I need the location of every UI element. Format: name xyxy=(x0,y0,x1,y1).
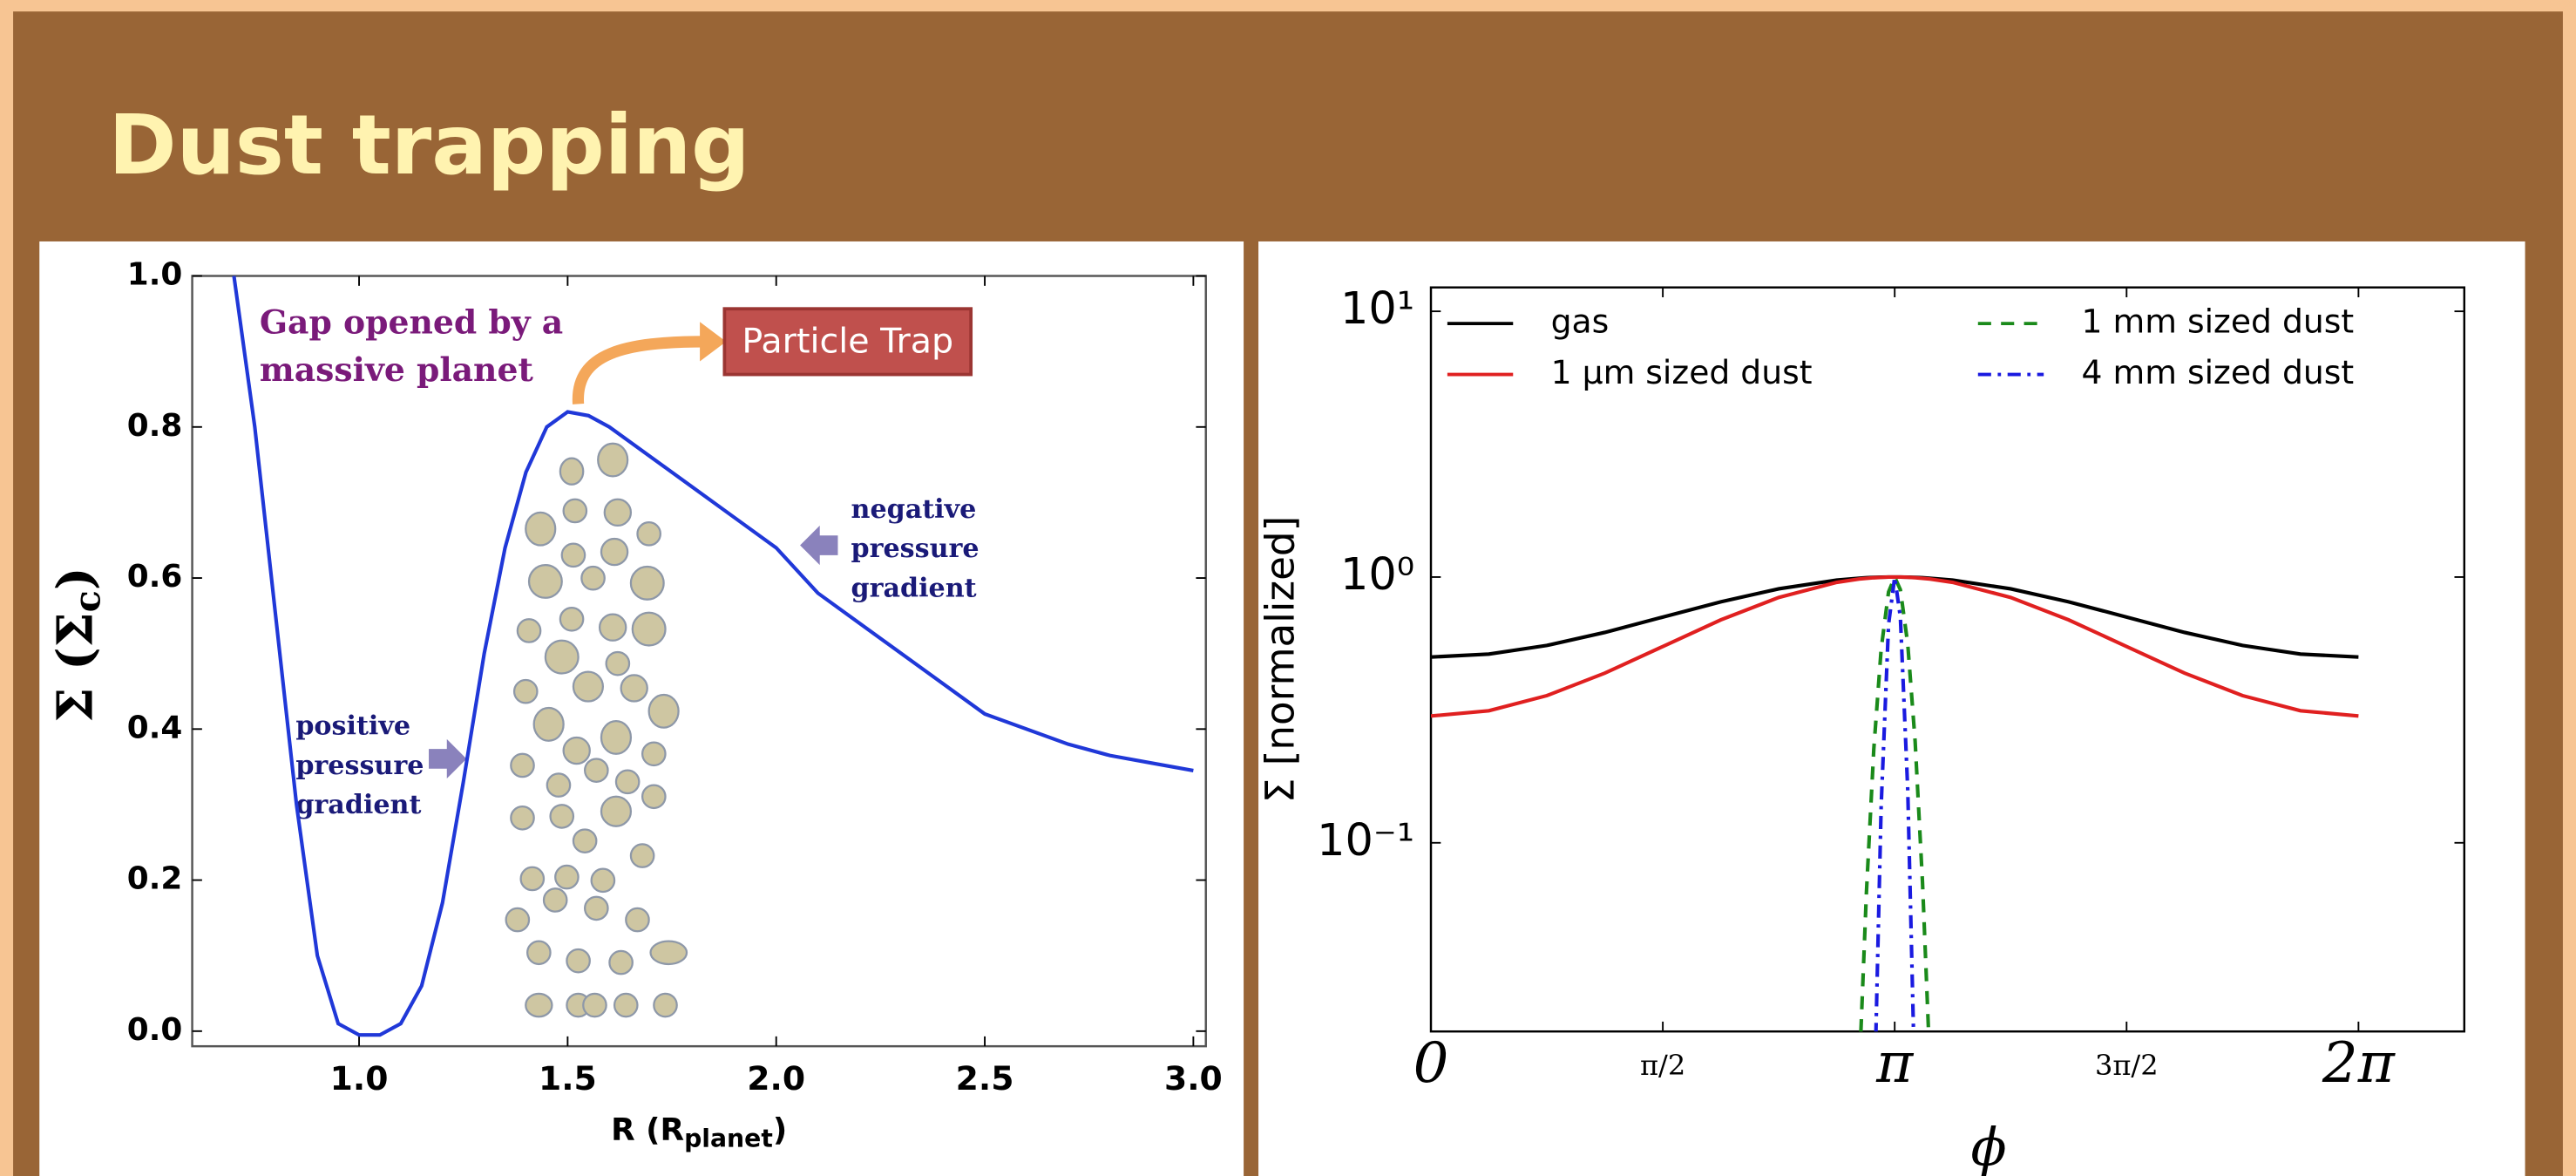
y-axis-label-part: ) xyxy=(46,567,104,590)
particle xyxy=(534,708,564,741)
slide: Dust trapping Gap opened by a massive pl… xyxy=(0,0,2576,1176)
particle xyxy=(614,994,637,1016)
particle xyxy=(585,897,607,920)
particle xyxy=(631,567,664,600)
y-axis-label-part: Σ (Σ xyxy=(46,612,104,722)
particle xyxy=(527,941,550,964)
y-tick-label: 0.2 xyxy=(127,861,182,897)
positive-label: positive xyxy=(295,711,410,742)
particle xyxy=(566,949,589,972)
particle xyxy=(546,641,579,674)
y-tick-label: 0.4 xyxy=(127,710,182,745)
particle xyxy=(649,695,679,728)
gap-label: Gap opened by a xyxy=(260,303,563,342)
particle xyxy=(601,539,627,565)
particle xyxy=(525,513,555,546)
particle xyxy=(573,829,596,852)
trap-label: Particle Trap xyxy=(742,321,953,361)
y-tick-label: 0.6 xyxy=(127,559,182,595)
y-tick-label: 10⁻¹ xyxy=(1317,814,1414,866)
particle xyxy=(581,567,604,589)
particle xyxy=(521,867,544,890)
particle xyxy=(506,908,529,931)
particle xyxy=(511,754,533,777)
negative-label: pressure xyxy=(851,534,980,564)
x-tick-label: π/2 xyxy=(1640,1049,1685,1082)
particle xyxy=(651,941,687,964)
x-axis-label-part: ) xyxy=(773,1112,787,1148)
y-axis-label: Σ [normalized] xyxy=(1257,516,1303,803)
page: Dust trapping Gap opened by a massive pl… xyxy=(0,0,2576,1176)
particle xyxy=(601,797,631,826)
y-tick-label: 1.0 xyxy=(127,257,182,293)
particle xyxy=(511,806,533,829)
particle xyxy=(654,994,676,1016)
particle xyxy=(573,672,603,702)
particle xyxy=(633,613,666,646)
particle xyxy=(583,994,606,1016)
particle xyxy=(598,444,627,477)
x-axis-label-part: planet xyxy=(684,1125,773,1153)
negative-label: gradient xyxy=(851,573,977,603)
particle xyxy=(592,869,614,892)
positive-label: pressure xyxy=(295,751,424,781)
particle xyxy=(609,951,632,974)
x-tick-label: 2.0 xyxy=(747,1059,805,1098)
particle xyxy=(562,544,585,567)
y-tick-label: 0.8 xyxy=(127,408,182,444)
particle xyxy=(585,758,607,781)
x-axis-label: ϕ xyxy=(1970,1117,2006,1176)
legend-label: 4 mm sized dust xyxy=(2082,353,2355,391)
x-tick-label: 2.5 xyxy=(956,1059,1014,1098)
particle xyxy=(600,615,626,641)
legend-label: gas xyxy=(1551,302,1610,341)
particle xyxy=(616,771,639,793)
particle xyxy=(607,652,629,675)
slide-title: Dust trapping xyxy=(108,99,749,194)
particle xyxy=(547,773,570,796)
particle xyxy=(631,844,654,867)
particle xyxy=(642,743,665,765)
y-axis-label: Σ (Σc) xyxy=(46,567,108,722)
legend-label: 1 μm sized dust xyxy=(1551,353,1813,391)
x-tick-label: 1.5 xyxy=(539,1059,597,1098)
particle xyxy=(560,608,583,630)
particle xyxy=(518,619,540,642)
particle xyxy=(601,721,631,754)
particle xyxy=(525,994,552,1016)
y-tick-label: 0.0 xyxy=(127,1012,182,1048)
particle xyxy=(564,738,590,764)
left-panel xyxy=(39,241,1244,1176)
y-tick-label: 10⁰ xyxy=(1340,548,1414,600)
particle xyxy=(621,675,647,701)
x-tick-label: 0 xyxy=(1413,1031,1449,1096)
particle xyxy=(529,565,562,598)
x-tick-label: π xyxy=(1875,1031,1915,1096)
particle xyxy=(637,522,660,545)
particle xyxy=(514,680,537,703)
x-tick-label: 1.0 xyxy=(330,1059,389,1098)
particle xyxy=(642,785,665,808)
legend-label: 1 mm sized dust xyxy=(2082,302,2355,341)
particle xyxy=(551,805,573,827)
x-tick-label: 3.0 xyxy=(1164,1059,1223,1098)
particle xyxy=(564,500,586,522)
x-tick-label: 2π xyxy=(2322,1031,2396,1096)
particle xyxy=(555,866,578,888)
negative-label: negative xyxy=(851,494,977,525)
particle xyxy=(626,908,648,931)
y-axis-label-part: c xyxy=(65,590,108,612)
gap-label: massive planet xyxy=(260,350,534,389)
particle xyxy=(605,500,631,526)
y-tick-label: 10¹ xyxy=(1340,282,1414,334)
particle xyxy=(560,459,583,485)
x-tick-label: 3π/2 xyxy=(2095,1049,2159,1082)
particle xyxy=(544,888,566,911)
x-axis-label-part: R (R xyxy=(611,1112,684,1148)
positive-label: gradient xyxy=(295,790,421,820)
